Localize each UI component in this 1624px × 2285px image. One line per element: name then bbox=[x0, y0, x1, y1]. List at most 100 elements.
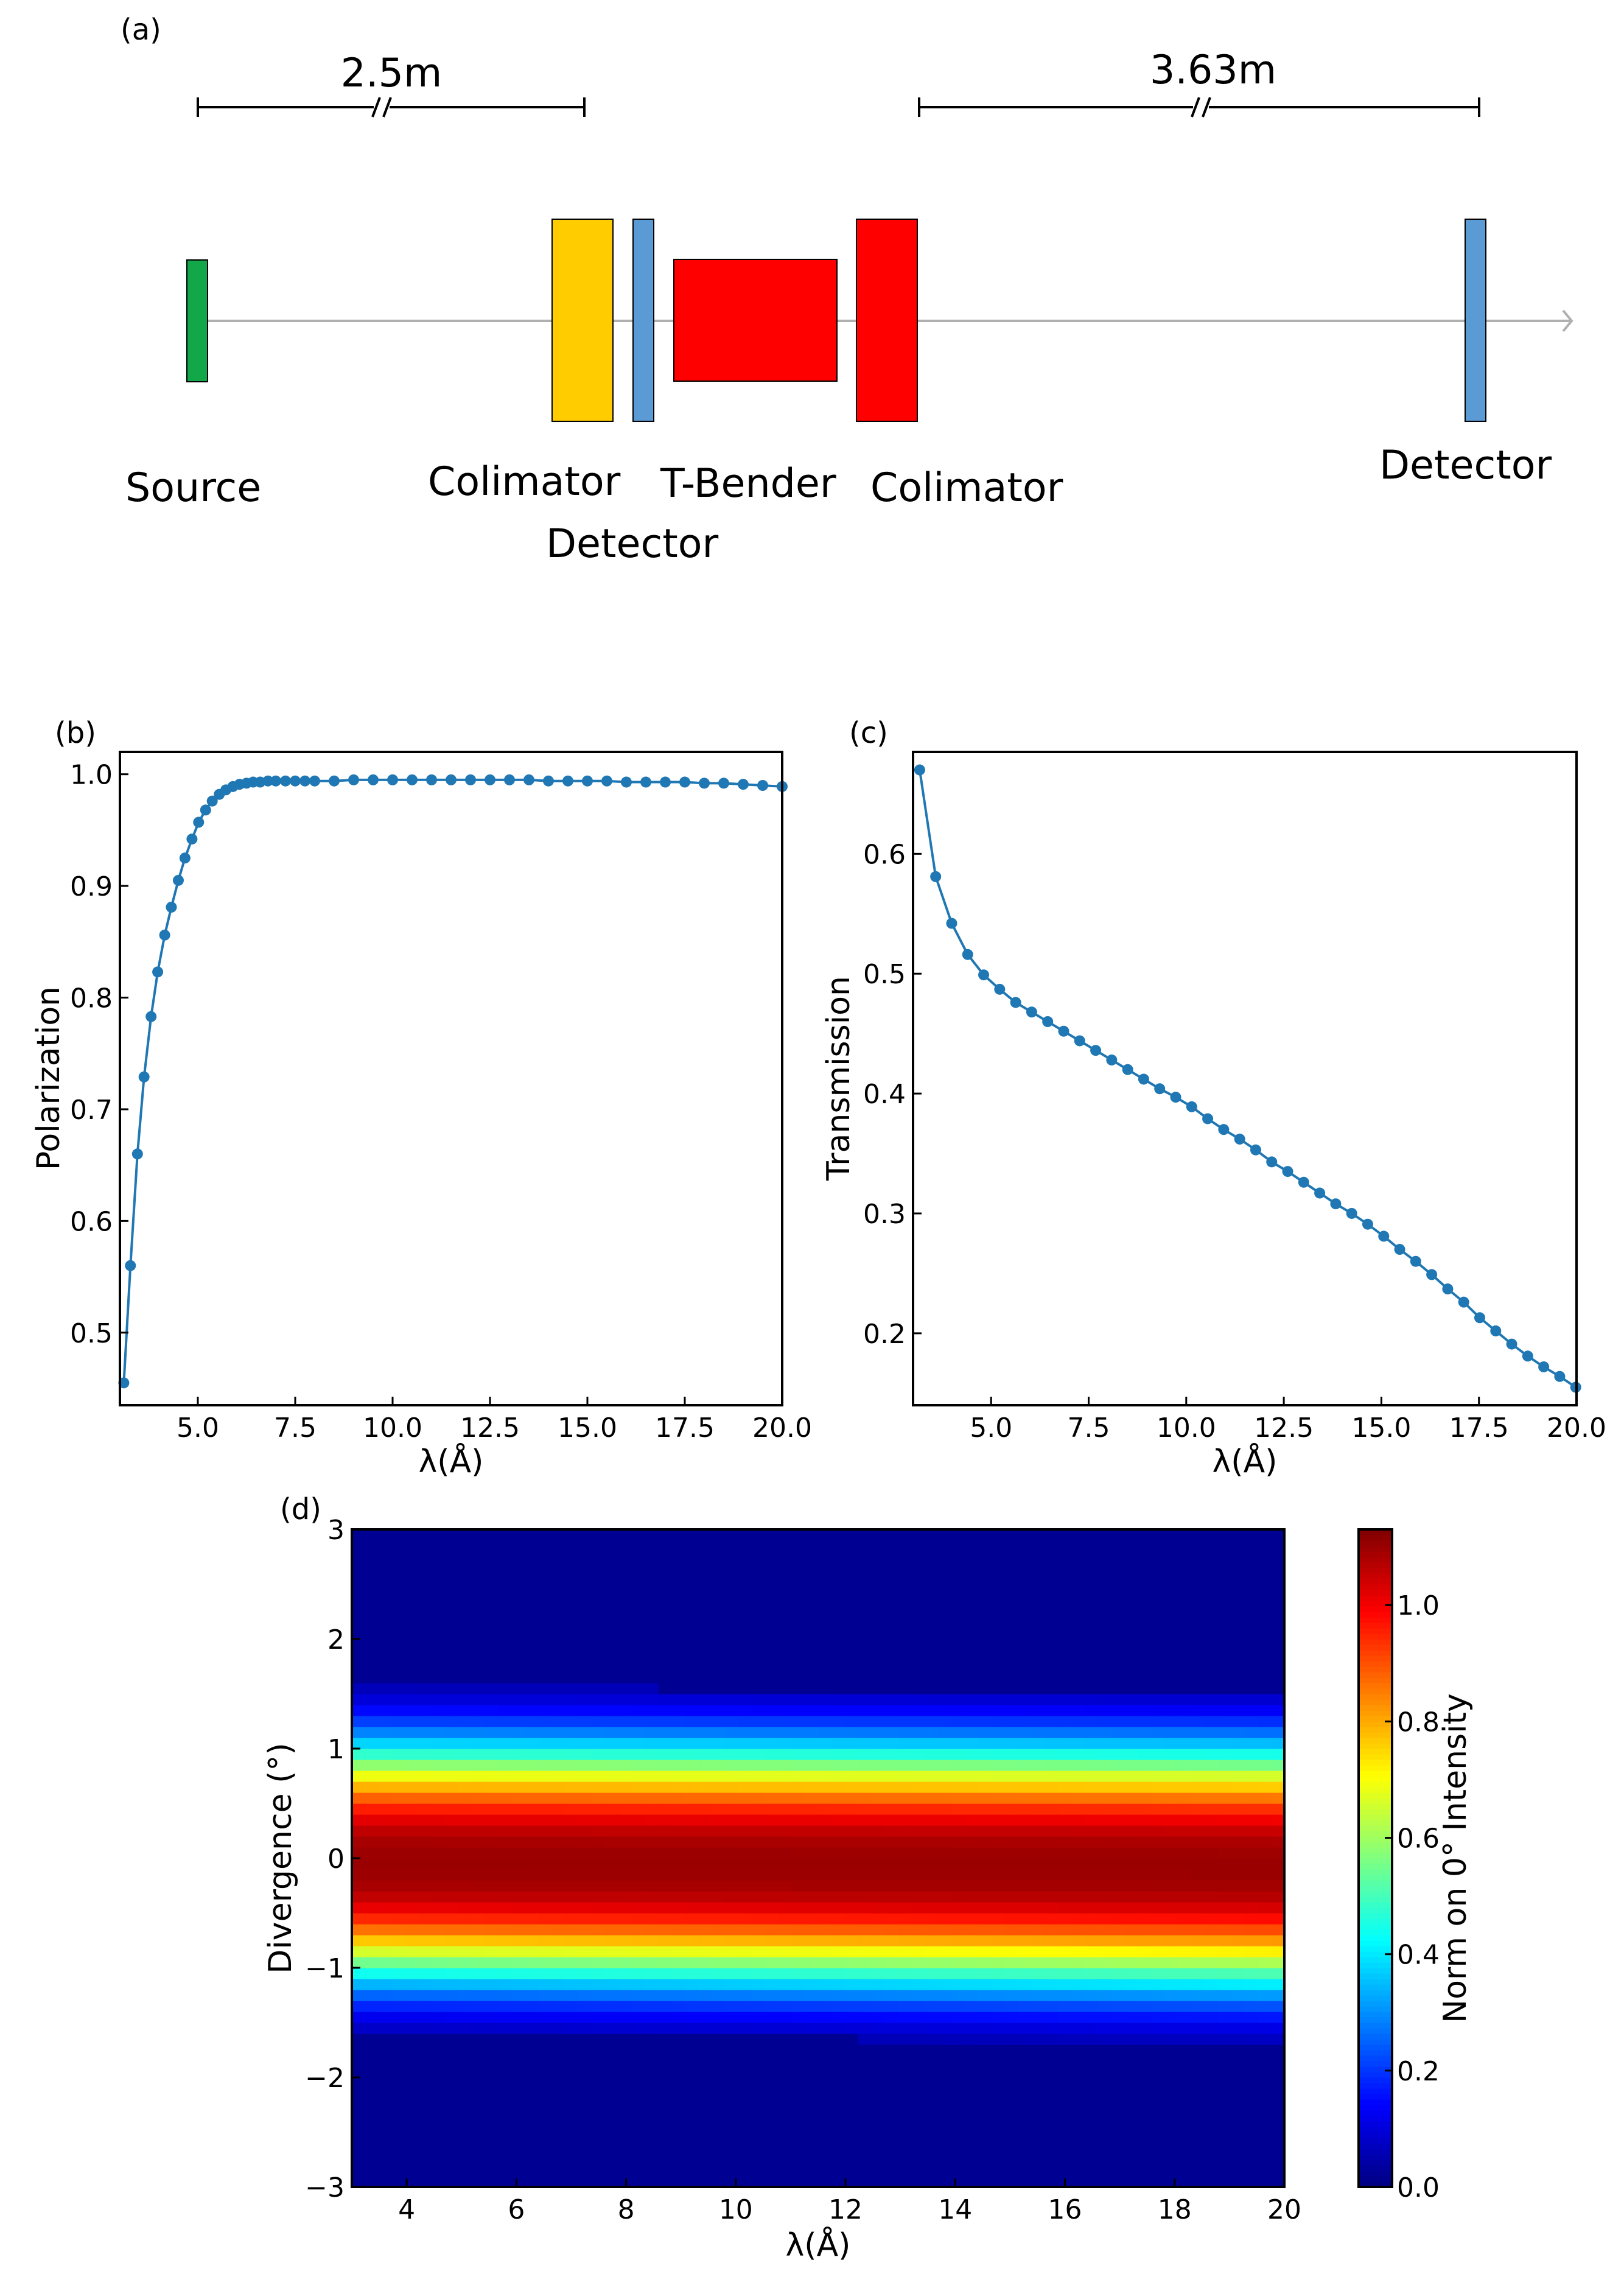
data-point bbox=[166, 901, 177, 913]
heatmap-cell bbox=[818, 1803, 832, 1815]
heatmap-cell bbox=[978, 1836, 992, 1848]
heatmap-cell bbox=[1244, 2045, 1258, 2056]
heatmap-cell bbox=[1271, 2132, 1285, 2144]
heatmap-cell bbox=[1138, 1760, 1152, 1771]
heatmap-cell bbox=[1177, 1683, 1192, 1694]
heatmap-cell bbox=[418, 1858, 432, 1870]
heatmap-cell bbox=[1151, 2045, 1165, 2056]
heatmap-cell bbox=[724, 1606, 739, 1618]
data-point bbox=[426, 774, 437, 785]
heatmap-cell bbox=[951, 1738, 965, 1749]
heatmap-cell bbox=[778, 1814, 792, 1826]
heatmap-cell bbox=[751, 2154, 766, 2166]
heatmap-cell bbox=[432, 2012, 446, 2023]
heatmap-cell bbox=[1057, 1968, 1072, 1979]
heatmap-cell bbox=[884, 2154, 898, 2166]
heatmap-cell bbox=[937, 1924, 952, 1936]
heatmap-cell bbox=[671, 1946, 685, 1957]
heatmap-cell bbox=[1217, 1760, 1232, 1771]
heatmap-cell bbox=[645, 1650, 659, 1662]
heatmap-cell bbox=[964, 1661, 979, 1673]
heatmap-cell bbox=[538, 1584, 552, 1596]
heatmap-cell bbox=[391, 2066, 406, 2078]
heatmap-cell bbox=[751, 1990, 766, 2001]
heatmap-cell bbox=[1097, 2066, 1112, 2078]
heatmap-cell bbox=[604, 1891, 619, 1903]
heatmap-cell bbox=[591, 2154, 606, 2166]
data-point bbox=[930, 871, 942, 882]
heatmap-cell bbox=[391, 2132, 406, 2144]
heatmap-cell bbox=[551, 1858, 565, 1870]
heatmap-cell bbox=[698, 1628, 712, 1640]
data-point bbox=[660, 776, 671, 788]
heatmap-cell bbox=[858, 2066, 872, 2078]
heatmap-cell bbox=[911, 1727, 925, 1738]
heatmap-cell bbox=[1164, 1683, 1178, 1694]
heatmap-cell bbox=[858, 1562, 872, 1574]
heatmap-cell bbox=[1084, 1990, 1099, 2001]
colorbar-step bbox=[1359, 2061, 1392, 2067]
heatmap-cell bbox=[498, 1836, 513, 1848]
heatmap-cell bbox=[1018, 1814, 1032, 1826]
heatmap-cell bbox=[925, 1803, 939, 1815]
heatmap-cell bbox=[551, 1529, 565, 1541]
heatmap-cell bbox=[618, 1760, 632, 1771]
heatmap-cell bbox=[538, 1781, 552, 1793]
heatmap-cell bbox=[698, 2001, 712, 2012]
heatmap-cell bbox=[604, 1694, 619, 1705]
heatmap-cell bbox=[1084, 1913, 1099, 1925]
heatmap-cell bbox=[591, 1606, 606, 1618]
heatmap-cell bbox=[618, 1957, 632, 1968]
heatmap-cell bbox=[1191, 1573, 1205, 1585]
heatmap-cell bbox=[1204, 1836, 1219, 1848]
heatmap-cell bbox=[1191, 1562, 1205, 1574]
heatmap-cell bbox=[871, 1968, 886, 1979]
heatmap-cell bbox=[618, 2045, 632, 2056]
heatmap-cell bbox=[805, 1771, 819, 1782]
heatmap-cell bbox=[751, 1902, 766, 1914]
heatmap-cell bbox=[1124, 2023, 1138, 2034]
heatmap-cell bbox=[1151, 1902, 1165, 1914]
heatmap-cell bbox=[698, 1705, 712, 1716]
heatmap-cell bbox=[551, 2143, 565, 2155]
heatmap-cell bbox=[1204, 2132, 1219, 2144]
heatmap-cell bbox=[631, 1562, 646, 1574]
heatmap-cell bbox=[884, 1573, 898, 1585]
heatmap-cell bbox=[1231, 1716, 1245, 1727]
heatmap-cell bbox=[778, 1858, 792, 1870]
heatmap-cell bbox=[884, 2023, 898, 2034]
heatmap-cell bbox=[818, 1661, 832, 1673]
heatmap-cell bbox=[658, 1540, 672, 1552]
heatmap-cell bbox=[1217, 1727, 1232, 1738]
heatmap-cell bbox=[1084, 2001, 1099, 2012]
heatmap-cell bbox=[698, 1891, 712, 1903]
heatmap-cell bbox=[1018, 2165, 1032, 2177]
heatmap-cell bbox=[418, 1825, 432, 1837]
heatmap-cell bbox=[511, 2001, 526, 2012]
heatmap-cell bbox=[1217, 1803, 1232, 1815]
heatmap-cell bbox=[685, 1551, 699, 1563]
divergence-heatmap-cells bbox=[352, 1529, 1285, 2188]
heatmap-cell bbox=[445, 1924, 459, 1936]
heatmap-cell bbox=[831, 2023, 845, 2034]
heatmap-cell bbox=[778, 1913, 792, 1925]
heatmap-cell bbox=[391, 1825, 406, 1837]
heatmap-cell bbox=[604, 1803, 619, 1815]
heatmap-cell bbox=[698, 1617, 712, 1629]
heatmap-cell bbox=[565, 1694, 579, 1705]
heatmap-cell bbox=[671, 2110, 685, 2122]
heatmap-cell bbox=[604, 1781, 619, 1793]
heatmap-cell bbox=[1244, 1814, 1258, 1826]
heatmap-cell bbox=[445, 1792, 459, 1804]
heatmap-cell bbox=[365, 1661, 379, 1673]
heatmap-cell bbox=[1031, 1825, 1045, 1837]
heatmap-cell bbox=[658, 1727, 672, 1738]
heatmap-cell bbox=[511, 2099, 526, 2111]
heatmap-cell bbox=[1018, 1573, 1032, 1585]
heatmap-cell bbox=[724, 1562, 739, 1574]
heatmap-cell bbox=[378, 2132, 393, 2144]
heatmap-cell bbox=[751, 2001, 766, 2012]
heatmap-cell bbox=[565, 2143, 579, 2155]
heatmap-cell bbox=[778, 1990, 792, 2001]
